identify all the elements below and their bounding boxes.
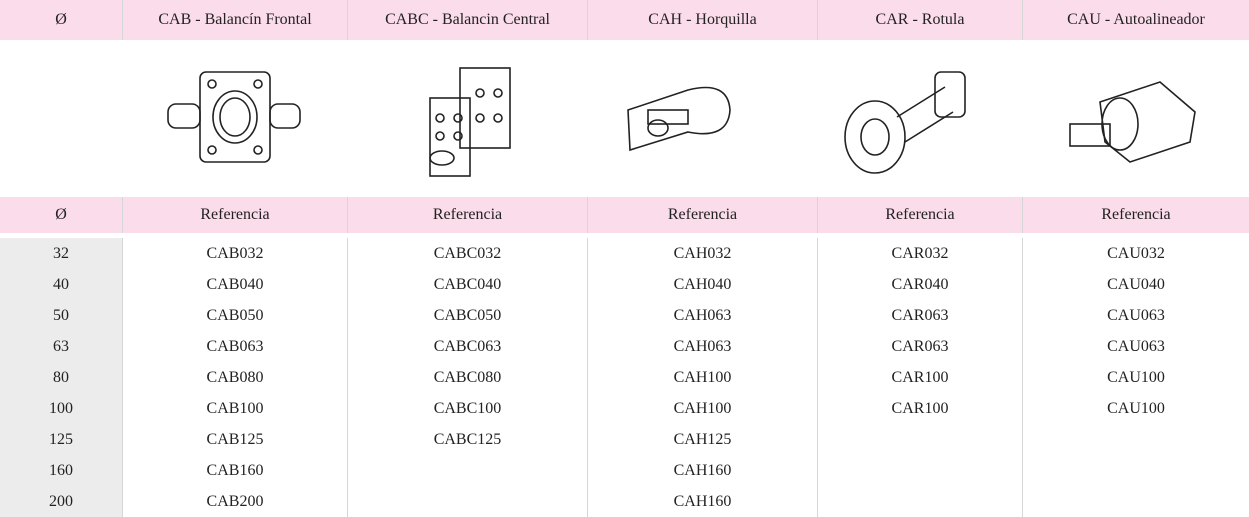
table-cell [1022,486,1249,517]
diameter-cell: 100 [0,393,122,424]
table-cell: CABC100 [347,393,587,424]
table-cell: CAR063 [817,300,1022,331]
table-cell: CAR100 [817,362,1022,393]
header-cell: Ø [0,0,122,40]
table-cell: CAU063 [1022,300,1249,331]
diameter-cell: 200 [0,486,122,517]
table-cell [1022,455,1249,486]
table-cell: CAB080 [122,362,347,393]
table-cell: CAB050 [122,300,347,331]
header-cell: CAU - Autoalineador [1022,0,1249,40]
diameter-cell: 125 [0,424,122,455]
table-cell: CAR040 [817,269,1022,300]
table-cell: CAH040 [587,269,817,300]
diameter-cell: 50 [0,300,122,331]
diameter-cell: 32 [0,238,122,269]
table-cell: CAB063 [122,331,347,362]
subheader-cell: Ø [0,197,122,233]
diameter-cell: 80 [0,362,122,393]
header-cell: CAR - Rotula [817,0,1022,40]
cau-image [1069,81,1196,163]
table-cell: CAU100 [1022,393,1249,424]
table-cell: CAU063 [1022,331,1249,362]
table-cell: CAB160 [122,455,347,486]
table-cell [347,455,587,486]
header-cell: CAB - Balancín Frontal [122,0,347,40]
diameter-cell: 160 [0,455,122,486]
header-cell: CABC - Balancin Central [347,0,587,40]
subheader-cell: Referencia [817,197,1022,233]
diameter-cell: 40 [0,269,122,300]
table-cell: CABC063 [347,331,587,362]
table-cell: CAH063 [587,331,817,362]
table-cell: CAR063 [817,331,1022,362]
table-cell: CAB040 [122,269,347,300]
table-cell: CABC080 [347,362,587,393]
table-cell: CAU100 [1022,362,1249,393]
table-cell: CAU040 [1022,269,1249,300]
table-cell: CAH100 [587,393,817,424]
table-cell [347,486,587,517]
table-cell: CAB032 [122,238,347,269]
table-cell: CAH032 [587,238,817,269]
car-image [844,71,966,174]
table-cell: CABC125 [347,424,587,455]
table-cell: CAB125 [122,424,347,455]
table-cell: CAH125 [587,424,817,455]
table-cell [817,486,1022,517]
table-cell: CAR032 [817,238,1022,269]
table-cell: CAH160 [587,486,817,517]
table-cell: CABC032 [347,238,587,269]
subheader-cell: Referencia [347,197,587,233]
table-cell: CABC050 [347,300,587,331]
table-cell: CAH100 [587,362,817,393]
diameter-cell: 63 [0,331,122,362]
table-cell [817,424,1022,455]
subheader-cell: Referencia [587,197,817,233]
subheader-cell: Referencia [122,197,347,233]
table-cell: CABC040 [347,269,587,300]
cab-image [167,71,301,163]
table-cell: CAR100 [817,393,1022,424]
subheader-cell: Referencia [1022,197,1249,233]
table-cell: CAH063 [587,300,817,331]
table-cell [1022,424,1249,455]
table-cell: CAU032 [1022,238,1249,269]
cah-image [627,86,731,152]
cabc-image [429,67,511,177]
header-cell: CAH - Horquilla [587,0,817,40]
table-cell: CAH160 [587,455,817,486]
table-cell: CAB100 [122,393,347,424]
table-cell [817,455,1022,486]
table-cell: CAB200 [122,486,347,517]
